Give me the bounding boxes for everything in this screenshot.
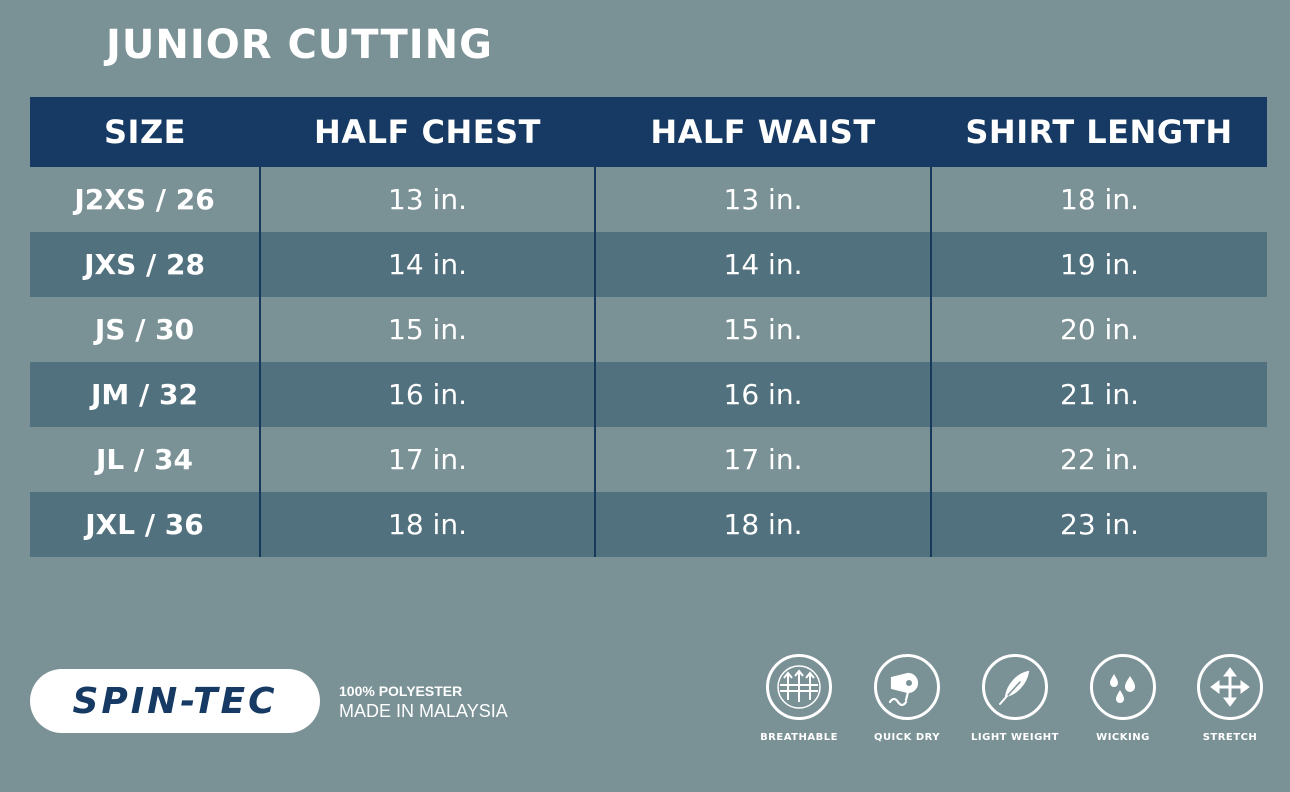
feature-stretch: STRETCH: [1175, 654, 1285, 743]
feather-icon: [982, 654, 1048, 720]
feature-label: STRETCH: [1202, 732, 1258, 743]
table-row: JL / 34 17 in. 17 in. 22 in.: [30, 427, 1267, 492]
page-title: JUNIOR CUTTING: [106, 22, 493, 68]
size-cell: JXS / 28: [30, 232, 260, 297]
feature-label: WICKING: [1096, 732, 1150, 743]
stretch-arrows-icon: [1197, 654, 1263, 720]
size-cell: JS / 30: [30, 297, 260, 362]
table-row: JS / 30 15 in. 15 in. 20 in.: [30, 297, 1267, 362]
shirt-length-cell: 18 in.: [930, 167, 1267, 232]
half-waist-cell: 18 in.: [594, 492, 931, 557]
header-half-waist: HALF WAIST: [595, 97, 931, 167]
half-waist-cell: 13 in.: [594, 167, 931, 232]
shirt-length-cell: 23 in.: [930, 492, 1267, 557]
droplets-icon: [1090, 654, 1156, 720]
feature-label: BREATHABLE: [760, 732, 838, 743]
table-row: J2XS / 26 13 in. 13 in. 18 in.: [30, 167, 1267, 232]
material-composition: 100% POLYESTER: [339, 683, 463, 699]
table-row: JXS / 28 14 in. 14 in. 19 in.: [30, 232, 1267, 297]
header-half-chest: HALF CHEST: [260, 97, 595, 167]
header-size: SIZE: [30, 97, 260, 167]
shirt-length-cell: 19 in.: [930, 232, 1267, 297]
half-waist-cell: 15 in.: [594, 297, 931, 362]
table-row: JXL / 36 18 in. 18 in. 23 in.: [30, 492, 1267, 557]
half-waist-cell: 17 in.: [594, 427, 931, 492]
spin-tec-logo: SPIN-TEC: [30, 669, 320, 733]
breathable-icon: [766, 654, 832, 720]
origin-text: MADE IN MALAYSIA: [339, 701, 508, 721]
table-row: JM / 32 16 in. 16 in. 21 in.: [30, 362, 1267, 427]
feature-label: QUICK DRY: [873, 732, 941, 743]
feature-wicking: WICKING: [1068, 654, 1178, 743]
half-chest-cell: 13 in.: [259, 167, 595, 232]
shirt-length-cell: 20 in.: [930, 297, 1267, 362]
half-chest-cell: 16 in.: [259, 362, 595, 427]
feature-light-weight: LIGHT WEIGHT: [960, 654, 1070, 743]
feature-breathable: BREATHABLE: [744, 654, 854, 743]
feature-quick-dry: QUICK DRY: [852, 654, 962, 743]
logo-text: SPIN-TEC: [72, 680, 278, 722]
shirt-length-cell: 22 in.: [930, 427, 1267, 492]
shirt-length-cell: 21 in.: [930, 362, 1267, 427]
header-shirt-length: SHIRT LENGTH: [931, 97, 1267, 167]
half-waist-cell: 16 in.: [594, 362, 931, 427]
half-chest-cell: 17 in.: [259, 427, 595, 492]
size-cell: JL / 34: [30, 427, 260, 492]
feature-label: LIGHT WEIGHT: [971, 732, 1059, 743]
half-chest-cell: 15 in.: [259, 297, 595, 362]
table-header-row: SIZE HALF CHEST HALF WAIST SHIRT LENGTH: [30, 97, 1267, 167]
size-chart-table: SIZE HALF CHEST HALF WAIST SHIRT LENGTH …: [30, 97, 1267, 557]
half-waist-cell: 14 in.: [594, 232, 931, 297]
hair-dryer-icon: [874, 654, 940, 720]
size-cell: JXL / 36: [30, 492, 260, 557]
size-cell: JM / 32: [30, 362, 260, 427]
size-cell: J2XS / 26: [30, 167, 260, 232]
half-chest-cell: 14 in.: [259, 232, 595, 297]
half-chest-cell: 18 in.: [259, 492, 595, 557]
material-info: 100% POLYESTER MADE IN MALAYSIA: [339, 682, 508, 722]
